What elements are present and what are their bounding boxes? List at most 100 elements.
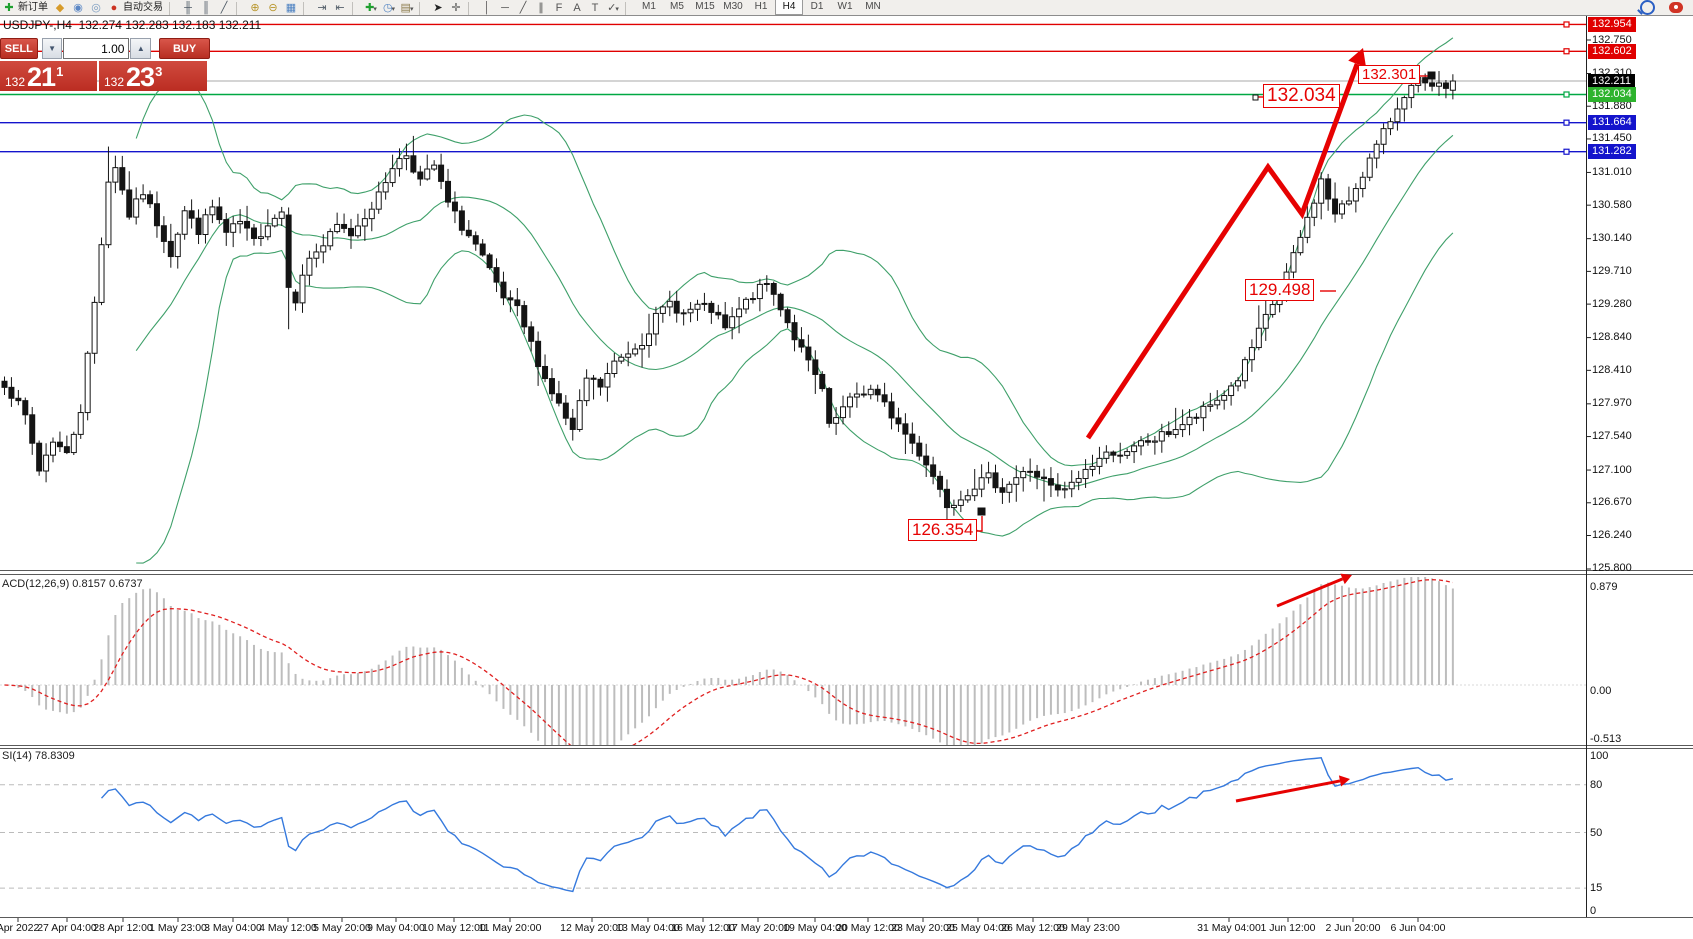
rsi-tick-0: 0 xyxy=(1590,905,1597,917)
new-order-label[interactable]: 新订单 xyxy=(18,2,48,13)
toolbar: ✚ 新订单 ◆ ◉ ◎ ● 自动交易 ╫ ║ ╱ ⊕ ⊖ ▦ ⇥ ⇤ ✚▾ ◷▾ ▤▾ ➤ ✛ │ ─ ╱ ∥ F A T ✓▾ M1 M… xyxy=(0,0,1693,16)
volume-increase-button[interactable]: ▲ xyxy=(130,38,152,59)
price-tick-127.100: 127.100 xyxy=(1592,463,1632,476)
text-label-icon[interactable]: T xyxy=(591,2,599,14)
candlestick-icon[interactable]: ║ xyxy=(202,2,210,14)
toolbar-separator xyxy=(419,2,426,15)
rsi-tick-50: 50 xyxy=(1590,826,1603,839)
rsi-label: SI(14) 78.8309 xyxy=(2,750,75,762)
buy-price-prefix: 132 xyxy=(104,75,125,89)
time-tick: 11 May 20:00 xyxy=(478,922,542,934)
rsi-tick-15: 15 xyxy=(1590,882,1603,895)
price-level-131.664[interactable]: 131.664 xyxy=(1588,115,1636,131)
toolbar-separator xyxy=(236,2,243,15)
macd-label: ACD(12,26,9) 0.8157 0.6737 xyxy=(2,578,143,590)
price-callout-132.034[interactable]: 132.034 xyxy=(1263,84,1340,108)
price-callout-129.498[interactable]: 129.498 xyxy=(1245,279,1315,301)
line-chart-icon[interactable]: ╱ xyxy=(220,2,228,14)
time-tick: 12 May 20:00 xyxy=(560,922,624,934)
time-tick: 19 May 04:00 xyxy=(783,922,847,934)
cursor-icon[interactable]: ➤ xyxy=(433,2,443,14)
search-icon[interactable] xyxy=(1640,0,1655,15)
time-tick: 13 May 04:00 xyxy=(616,922,680,934)
auto-scroll-icon[interactable]: ⇥ xyxy=(317,2,327,14)
sell-price[interactable]: 132 21 1 xyxy=(0,61,97,91)
price-tick-130.580: 130.580 xyxy=(1592,198,1632,211)
signal-icon[interactable]: ◎ xyxy=(91,2,101,14)
price-tick-129.280: 129.280 xyxy=(1592,297,1632,310)
timeframe-m5[interactable]: M5 xyxy=(670,1,684,12)
price-tick-125.800: 125.800 xyxy=(1592,562,1632,575)
price-level-132.034[interactable]: 132.034 xyxy=(1588,86,1636,102)
arrows-tool-icon[interactable]: ✓▾ xyxy=(607,2,619,14)
time-tick: 10 May 12:00 xyxy=(422,922,486,934)
chart-shift-icon[interactable]: ⇤ xyxy=(335,2,345,14)
macd-tick-0.879: 0.879 xyxy=(1590,581,1618,593)
crosshair-icon[interactable]: ✛ xyxy=(451,2,461,14)
timeframe-m30[interactable]: M30 xyxy=(723,1,743,12)
chat-icon[interactable] xyxy=(1669,2,1683,13)
templates-icon[interactable]: ▤▾ xyxy=(400,2,414,14)
toolbar-separator xyxy=(169,2,176,15)
time-tick: 29 May 23:00 xyxy=(1056,922,1120,934)
autotrade-label[interactable]: 自动交易 xyxy=(123,2,163,13)
price-callout-132.301[interactable]: 132.301 xyxy=(1358,65,1421,85)
volume-input[interactable] xyxy=(63,38,130,59)
time-tick: 9 May 04:00 xyxy=(367,922,425,934)
trend-zigzag-arrow xyxy=(1085,48,1367,440)
tile-windows-icon[interactable]: ▦ xyxy=(285,2,297,14)
price-level-131.282[interactable]: 131.282 xyxy=(1588,144,1636,160)
volume-decrease-button[interactable]: ▼ xyxy=(41,38,63,59)
macd-arrow xyxy=(1276,573,1352,608)
price-tick-132.750: 132.750 xyxy=(1592,33,1632,46)
rsi-tick-100: 100 xyxy=(1590,750,1609,762)
buy-price[interactable]: 132 23 3 xyxy=(99,61,207,91)
timeframe-m15[interactable]: M15 xyxy=(695,1,715,12)
time-tick: 27 Apr 04:00 xyxy=(37,922,97,934)
zoom-out-icon[interactable]: ⊖ xyxy=(268,2,278,14)
price-level-132.602[interactable]: 132.602 xyxy=(1588,43,1636,59)
timeframe-d1[interactable]: D1 xyxy=(810,1,824,12)
gold-icon[interactable]: ◆ xyxy=(55,2,65,14)
bar-chart-icon[interactable]: ╫ xyxy=(184,2,192,14)
vertical-line-icon[interactable]: │ xyxy=(483,2,491,14)
autotrade-icon[interactable]: ● xyxy=(110,2,118,14)
price-callout-126.354[interactable]: 126.354 xyxy=(908,519,978,541)
fibonacci-icon[interactable]: F xyxy=(555,2,563,14)
timeframe-h4[interactable]: H4 xyxy=(775,0,803,15)
text-icon[interactable]: A xyxy=(573,2,581,14)
price-tick-131.010: 131.010 xyxy=(1592,165,1632,178)
quote-prices: 132 21 1 132 23 3 xyxy=(0,61,210,91)
channel-icon[interactable]: ∥ xyxy=(538,2,544,14)
price-tick-131.880: 131.880 xyxy=(1592,99,1632,112)
timeframe-w1[interactable]: W1 xyxy=(837,1,853,12)
time-tick: 1 May 23:00 xyxy=(149,922,207,934)
trendline-icon[interactable]: ╱ xyxy=(519,2,527,14)
time-tick: 1 Jun 12:00 xyxy=(1260,922,1316,934)
zoom-in-icon[interactable]: ⊕ xyxy=(250,2,260,14)
time-tick: 6 Jun 04:00 xyxy=(1390,922,1446,934)
order-controls: SELL ▼ ▲ BUY xyxy=(0,38,210,59)
indicators-icon[interactable]: ✚▾ xyxy=(365,2,377,14)
periods-icon[interactable]: ◷▾ xyxy=(382,2,396,14)
time-tick: 25 May 04:00 xyxy=(946,922,1010,934)
new-order-icon[interactable]: ✚ xyxy=(4,2,14,14)
price-tick-128.410: 128.410 xyxy=(1592,363,1632,376)
price-level-132.954[interactable]: 132.954 xyxy=(1588,16,1636,32)
timeframe-h1[interactable]: H1 xyxy=(754,1,768,12)
time-tick: 23 May 20:00 xyxy=(891,922,955,934)
buy-button[interactable]: BUY xyxy=(159,38,210,59)
timeframe-mn[interactable]: MN xyxy=(865,1,881,12)
price-tick-130.140: 130.140 xyxy=(1592,232,1632,245)
time-tick: 28 Apr 12:00 xyxy=(93,922,153,934)
price-level-132.211[interactable]: 132.211 xyxy=(1588,73,1635,89)
price-tick-127.540: 127.540 xyxy=(1592,430,1632,443)
time-tick: 16 May 12:00 xyxy=(671,922,735,934)
time-tick: 31 May 04:00 xyxy=(1197,922,1261,934)
timeframe-m1[interactable]: M1 xyxy=(642,1,656,12)
toolbar-separator xyxy=(468,2,475,15)
horizontal-line-icon[interactable]: ─ xyxy=(501,2,509,14)
sell-button[interactable]: SELL xyxy=(0,38,38,59)
community-icon[interactable]: ◉ xyxy=(73,2,83,14)
